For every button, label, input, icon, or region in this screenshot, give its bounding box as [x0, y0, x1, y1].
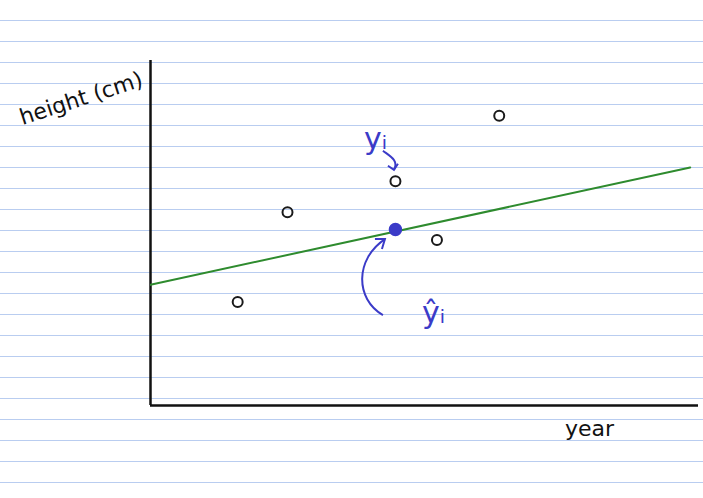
svg-text:year: year — [565, 416, 615, 441]
svg-text:yᵢ: yᵢ — [363, 120, 387, 156]
svg-text:height (cm): height (cm) — [16, 67, 145, 130]
svg-text:ŷᵢ: ŷᵢ — [422, 295, 445, 330]
